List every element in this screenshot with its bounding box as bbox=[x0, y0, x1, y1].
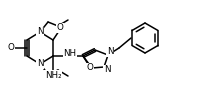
Text: O: O bbox=[8, 43, 14, 52]
Text: N: N bbox=[37, 59, 43, 68]
Text: NH: NH bbox=[64, 50, 77, 59]
Text: N: N bbox=[37, 27, 43, 36]
Text: N: N bbox=[107, 47, 113, 56]
Text: NH₂: NH₂ bbox=[45, 70, 61, 80]
Text: O: O bbox=[57, 24, 64, 33]
Text: O: O bbox=[87, 63, 94, 73]
Text: N: N bbox=[104, 66, 110, 75]
